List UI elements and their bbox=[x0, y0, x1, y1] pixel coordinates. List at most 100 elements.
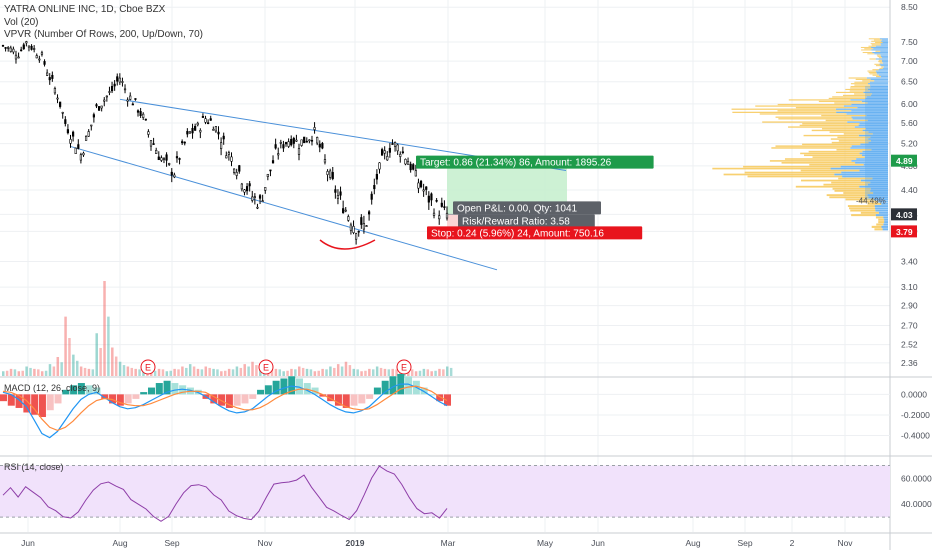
vp-down-bar bbox=[855, 78, 871, 80]
vp-down-bar bbox=[829, 196, 869, 199]
volume-bar bbox=[9, 368, 13, 376]
last-price-badge-bg bbox=[891, 208, 917, 221]
candle-body bbox=[170, 171, 173, 176]
vp-up-bar bbox=[851, 160, 888, 162]
vp-down-bar bbox=[843, 133, 873, 135]
earnings-marker: E bbox=[140, 359, 156, 375]
volume-bar bbox=[2, 371, 5, 376]
rsi-legend[interactable]: RSI (14, close) bbox=[4, 462, 64, 472]
vp-down-bar bbox=[835, 91, 864, 94]
vp-up-bar bbox=[883, 216, 888, 219]
vp-up-bar bbox=[842, 175, 888, 178]
candle-body bbox=[357, 230, 360, 233]
earnings-marker: E bbox=[258, 359, 274, 375]
volume-bar bbox=[138, 369, 141, 376]
vp-down-bar bbox=[862, 52, 873, 54]
macd-hist-bar bbox=[38, 394, 46, 418]
candle-body bbox=[266, 173, 269, 177]
vp-up-bar bbox=[870, 94, 888, 97]
vp-down-bar bbox=[829, 131, 869, 133]
vp-down-bar bbox=[879, 62, 883, 64]
price-tick-label: 2.70 bbox=[901, 321, 918, 331]
volume-bar bbox=[126, 366, 130, 376]
candle-body bbox=[149, 140, 153, 147]
vp-up-bar bbox=[856, 158, 888, 160]
macd-hist-bar bbox=[366, 394, 374, 399]
vp-up-bar bbox=[870, 187, 888, 190]
vp-down-bar bbox=[861, 49, 872, 51]
vol-legend[interactable]: Vol (20) bbox=[4, 17, 38, 28]
candle-body bbox=[412, 164, 415, 170]
candle-body bbox=[388, 147, 391, 153]
volume-bar bbox=[348, 365, 352, 376]
volume-bar bbox=[231, 369, 235, 376]
vp-up-bar bbox=[878, 211, 888, 214]
vp-up-bar bbox=[867, 102, 888, 104]
candle-body bbox=[435, 200, 438, 202]
vp-down-bar bbox=[862, 80, 875, 82]
vp-down-bar bbox=[871, 225, 882, 228]
vp-down-bar bbox=[755, 105, 844, 107]
candle-body bbox=[401, 151, 404, 154]
candle-body bbox=[165, 154, 168, 161]
volume-bar bbox=[103, 281, 106, 376]
macd-hist-bar bbox=[257, 389, 265, 395]
stop-badge-text: Stop: 0.24 (5.96%) 24, Amount: 750.16 bbox=[431, 228, 604, 239]
axes: 8.507.507.006.506.005.605.204.804.404.03… bbox=[21, 2, 932, 548]
candle-body bbox=[201, 116, 205, 118]
vp-up-bar bbox=[868, 138, 888, 140]
vp-down-bar bbox=[836, 149, 872, 151]
vp-down-bar bbox=[823, 183, 868, 186]
earnings-marker-label: E bbox=[401, 363, 407, 373]
rsi-line bbox=[2, 465, 448, 522]
vp-up-bar bbox=[860, 179, 888, 182]
volume-bar bbox=[379, 367, 383, 376]
macd-legend[interactable]: MACD (12, 26, close, 9) bbox=[4, 383, 100, 393]
price-tick-label: 4.40 bbox=[901, 185, 918, 195]
vp-up-bar bbox=[834, 173, 888, 176]
time-tick-label: Jun bbox=[21, 538, 35, 548]
candle-body bbox=[310, 139, 314, 142]
vp-down-bar bbox=[842, 94, 871, 97]
vol-legend-text: Vol (20) bbox=[4, 17, 39, 28]
macd-hist-bar bbox=[327, 394, 335, 402]
candle-body bbox=[108, 91, 111, 93]
volume-bar bbox=[157, 368, 161, 376]
vp-down-bar bbox=[878, 61, 882, 63]
vp-down-bar bbox=[795, 185, 860, 188]
vp-up-bar bbox=[868, 141, 888, 144]
volume-bar bbox=[243, 364, 246, 376]
vp-down-bar bbox=[832, 96, 867, 98]
vp-up-bar bbox=[882, 62, 888, 64]
candle-body bbox=[303, 136, 306, 144]
symbol-title[interactable]: YATRA ONLINE INC, 1D, Cboe BZX bbox=[4, 4, 165, 15]
vp-down-bar bbox=[872, 69, 879, 71]
volume-bar bbox=[274, 368, 278, 376]
candle-body bbox=[404, 158, 407, 165]
vp-up-bar bbox=[871, 49, 888, 51]
channel-lower-line bbox=[69, 145, 498, 271]
macd-hist-bar bbox=[444, 394, 451, 406]
vpvr-legend[interactable]: VPVR (Number Of Rows, 200, Up/Down, 70) bbox=[4, 29, 203, 40]
volume-bar bbox=[430, 371, 433, 376]
vp-down-bar bbox=[744, 171, 842, 174]
candle-body bbox=[17, 56, 20, 59]
vp-down-bar bbox=[878, 218, 885, 221]
macd-hist-bar bbox=[358, 394, 366, 404]
macd-tick-label: 0.0000 bbox=[901, 389, 927, 399]
candle-body bbox=[406, 161, 410, 165]
candle-body bbox=[123, 88, 127, 91]
candle-body bbox=[422, 189, 425, 192]
vp-up-bar bbox=[863, 163, 888, 166]
candle-body bbox=[4, 47, 7, 49]
vp-up-bar bbox=[872, 177, 888, 180]
volume-bar bbox=[134, 368, 137, 376]
vp-down-bar bbox=[850, 85, 871, 88]
candle-body bbox=[204, 118, 207, 123]
volume-bar bbox=[333, 367, 336, 376]
macd-hist-bar bbox=[381, 380, 389, 395]
volume-bar bbox=[111, 347, 114, 376]
